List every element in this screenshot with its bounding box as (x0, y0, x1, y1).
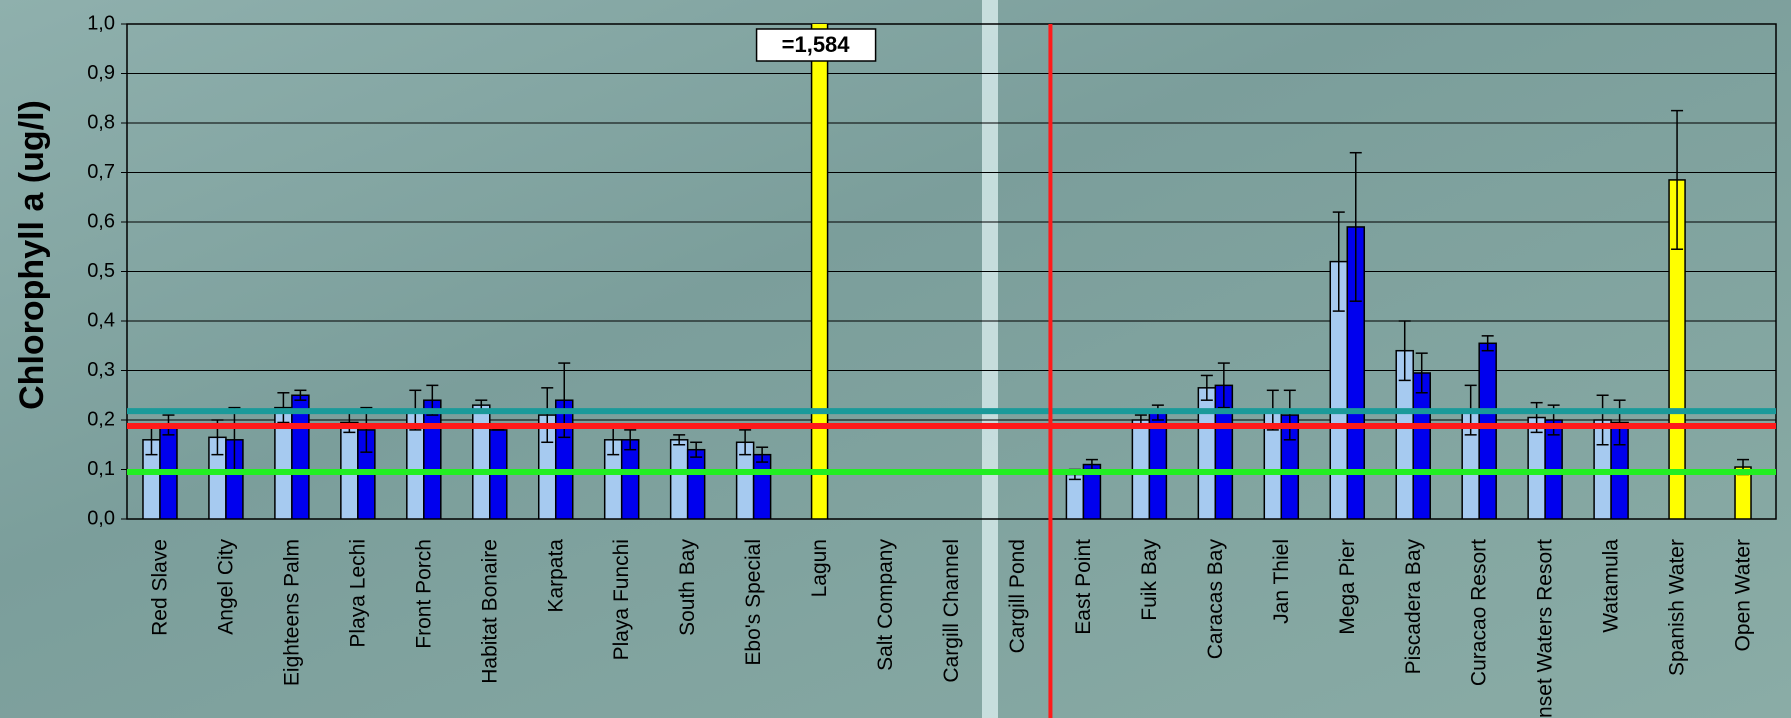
y-tick-label: 0,2 (87, 408, 115, 430)
y-axis-title: Chlorophyll a (ug/l) (13, 100, 51, 410)
error-bar (739, 429, 752, 456)
bar (423, 399, 442, 519)
error-bar (1596, 394, 1609, 446)
y-tick-label: 0,0 (87, 507, 115, 529)
x-tick-label: Open Water (1732, 539, 1755, 651)
y-tick-label: 0,8 (87, 111, 115, 133)
error-bar (1671, 109, 1684, 250)
error-bar (1415, 352, 1428, 394)
bar (1478, 342, 1497, 519)
x-tick-label: Ebo's Special (742, 539, 765, 666)
x-tick-label: Eighteens Palm (280, 539, 303, 686)
bar (669, 439, 689, 519)
x-tick-label: Caracas Bay (1204, 539, 1227, 660)
background-stripe (982, 0, 998, 718)
error-bar (756, 446, 769, 463)
y-tick-label: 0,4 (87, 309, 115, 331)
y-tick-label: 0,9 (87, 62, 115, 84)
error-bar (1613, 399, 1626, 446)
x-tick-label: Sunset Waters Resort (1534, 539, 1557, 718)
y-tick-label: 0,6 (87, 210, 115, 232)
y-tick-label: 0,5 (87, 260, 115, 282)
error-bar (277, 392, 290, 424)
bar (752, 453, 772, 519)
x-tick-label: Watamula (1600, 539, 1623, 633)
error-bar (1200, 374, 1213, 401)
bar (620, 439, 640, 519)
y-tick-label: 1,0 (87, 12, 115, 34)
x-tick-label: Habitat Bonaire (478, 539, 501, 684)
x-tick-label: South Bay (676, 539, 699, 636)
bar (810, 24, 829, 519)
x-tick-label: Karpata (544, 539, 567, 613)
y-tick-label: 0,7 (87, 161, 115, 183)
value-label: =1,584 (782, 32, 851, 57)
x-tick-label: Piscadera Bay (1402, 539, 1425, 675)
x-tick-label: Lagun (808, 539, 831, 597)
error-bar (360, 406, 373, 453)
x-tick-label: Cargill Pond (1006, 539, 1029, 653)
x-tick-label: East Point (1072, 539, 1095, 635)
error-bar (1349, 151, 1362, 302)
bar (1065, 473, 1085, 519)
bar (1412, 372, 1431, 519)
error-bar (541, 387, 554, 444)
error-bar (1398, 320, 1411, 382)
x-tick-label: Salt Company (874, 539, 897, 671)
x-tick-label: Red Slave (149, 539, 172, 636)
x-tick-label: Playa Lechi (346, 539, 369, 648)
x-tick-label: Fuik Bay (1138, 539, 1161, 621)
bar (686, 448, 706, 519)
bar (1197, 387, 1217, 519)
x-tick-label: Spanish Water (1666, 539, 1689, 676)
bar (472, 404, 491, 519)
error-bar (624, 429, 637, 451)
error-bar (1332, 211, 1345, 312)
y-tick-label: 0,1 (87, 458, 115, 480)
error-bar (1481, 335, 1494, 352)
error-bar (1283, 389, 1296, 441)
x-tick-label: Cargill Channel (940, 539, 963, 683)
x-tick-label: Front Porch (412, 539, 435, 649)
x-tick-label: Angel City (214, 539, 237, 635)
x-tick-label: Playa Funchi (610, 539, 633, 660)
x-tick-label: Mega Pier (1336, 539, 1359, 635)
error-bar (673, 434, 686, 446)
x-tick-label: Curacao Resort (1468, 539, 1491, 686)
value-label-box (755, 28, 877, 62)
error-bar (1217, 362, 1230, 409)
error-bar (690, 441, 703, 458)
x-tick-label: Jan Thiel (1270, 539, 1293, 624)
error-bar (294, 389, 307, 401)
y-tick-label: 0,3 (87, 359, 115, 381)
